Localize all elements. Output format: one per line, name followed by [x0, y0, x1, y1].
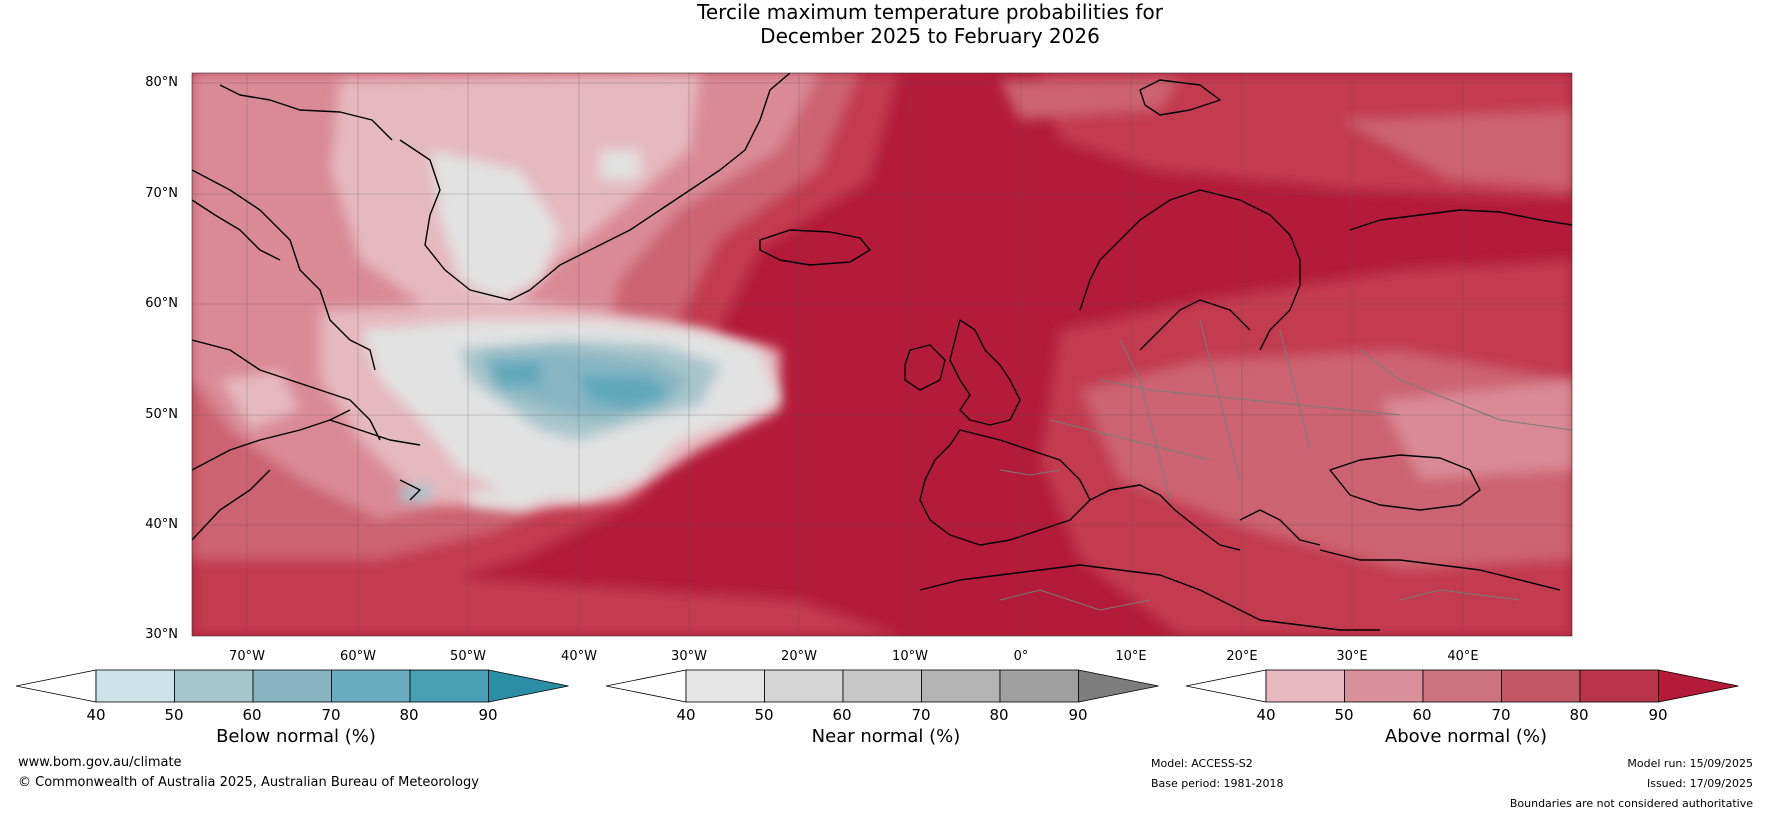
colorbar-extend-low [16, 669, 97, 703]
cb-below-tick-90: 90 [478, 706, 498, 724]
colorbar-segment [764, 669, 844, 703]
cb-near-tick-40: 40 [676, 706, 696, 724]
colorbar-segment [921, 669, 1001, 703]
cb-below-tick-60: 60 [242, 706, 262, 724]
footer-website: www.bom.gov.au/climate [18, 755, 182, 770]
cb-above-tick-50: 50 [1334, 706, 1354, 724]
lon-label-50w: 50°W [450, 649, 486, 664]
cb-above-tick-70: 70 [1491, 706, 1511, 724]
lon-label-20w: 20°W [781, 649, 817, 664]
lon-label-10w: 10°W [892, 649, 928, 664]
lat-label-60n: 60°N [145, 296, 178, 311]
lon-label-10e: 10°E [1115, 649, 1147, 664]
lon-label-40e: 40°E [1447, 649, 1479, 664]
footer-model-run: Model run: 15/09/2025 [1627, 757, 1753, 770]
colorbar-extend-low [1186, 669, 1267, 703]
footer-copyright: © Commonwealth of Australia 2025, Austra… [18, 775, 479, 790]
title-line-2: December 2025 to February 2026 [760, 24, 1100, 48]
cb-near-tick-80: 80 [989, 706, 1009, 724]
cb-above-tick-90: 90 [1648, 706, 1668, 724]
cb-near-tick-50: 50 [754, 706, 774, 724]
cb-near-tick-70: 70 [911, 706, 931, 724]
lat-label-70n: 70°N [145, 186, 178, 201]
cb-near-tick-90: 90 [1068, 706, 1088, 724]
cb-above-tick-80: 80 [1569, 706, 1589, 724]
footer-issued: Issued: 17/09/2025 [1646, 777, 1753, 790]
cb-below-tick-80: 80 [399, 706, 419, 724]
lat-label-40n: 40°N [145, 517, 178, 532]
footer-model: Model: ACCESS-S2 [1151, 757, 1253, 770]
colorbar-segment [842, 669, 922, 703]
country-borders [999, 319, 1572, 611]
colorbar-segment [174, 669, 254, 703]
colorbar-segment [1579, 669, 1659, 703]
cb-near-tick-60: 60 [832, 706, 852, 724]
colorbar-segment [95, 669, 175, 703]
title-line-1: Tercile maximum temperature probabilitie… [697, 0, 1163, 24]
lat-label-30n: 30°N [145, 627, 178, 642]
lon-label-20e: 20°E [1226, 649, 1258, 664]
lon-label-60w: 60°W [340, 649, 376, 664]
lon-label-30e: 30°E [1336, 649, 1368, 664]
cb-above-tick-60: 60 [1412, 706, 1432, 724]
colorbar-near-normal [606, 669, 1159, 703]
colorbar-extend-low [606, 669, 687, 703]
colorbar-segment [1422, 669, 1502, 703]
lon-label-70w: 70°W [229, 649, 265, 664]
colorbar-segment [685, 669, 765, 703]
footer-disclaimer: Boundaries are not considered authoritat… [1509, 797, 1753, 810]
colorbar-extend-high [1078, 669, 1159, 703]
colorbar-above-title: Above normal (%) [1384, 726, 1548, 747]
colorbar-segment [1344, 669, 1424, 703]
colorbar-below-normal [16, 669, 569, 703]
lat-label-80n: 80°N [145, 75, 178, 90]
colorbar-extend-high [488, 669, 569, 703]
colorbar-segment [999, 669, 1079, 703]
colorbar-segment [1265, 669, 1345, 703]
colorbar-segment [1501, 669, 1581, 703]
lon-label-40w: 40°W [561, 649, 597, 664]
colorbar-below-title: Below normal (%) [216, 726, 376, 747]
graticule [192, 73, 1572, 636]
lon-label-30w: 30°W [671, 649, 707, 664]
cb-below-tick-70: 70 [321, 706, 341, 724]
colorbar-near-title: Near normal (%) [811, 726, 961, 747]
cb-below-tick-40: 40 [86, 706, 106, 724]
footer-base-period: Base period: 1981-2018 [1151, 777, 1284, 790]
colorbar-segment [331, 669, 411, 703]
colorbar-segment [252, 669, 332, 703]
cb-above-tick-40: 40 [1256, 706, 1276, 724]
chart-title: Tercile maximum temperature probabilitie… [0, 0, 1770, 48]
colorbar-above-normal [1186, 669, 1739, 703]
colorbar-extend-high [1658, 669, 1739, 703]
region-below-70 [490, 362, 670, 408]
lon-label-0: 0° [1013, 649, 1029, 664]
lat-label-50n: 50°N [145, 407, 178, 422]
coastlines [192, 73, 1572, 631]
colorbar-segment [409, 669, 489, 703]
cb-below-tick-50: 50 [164, 706, 184, 724]
